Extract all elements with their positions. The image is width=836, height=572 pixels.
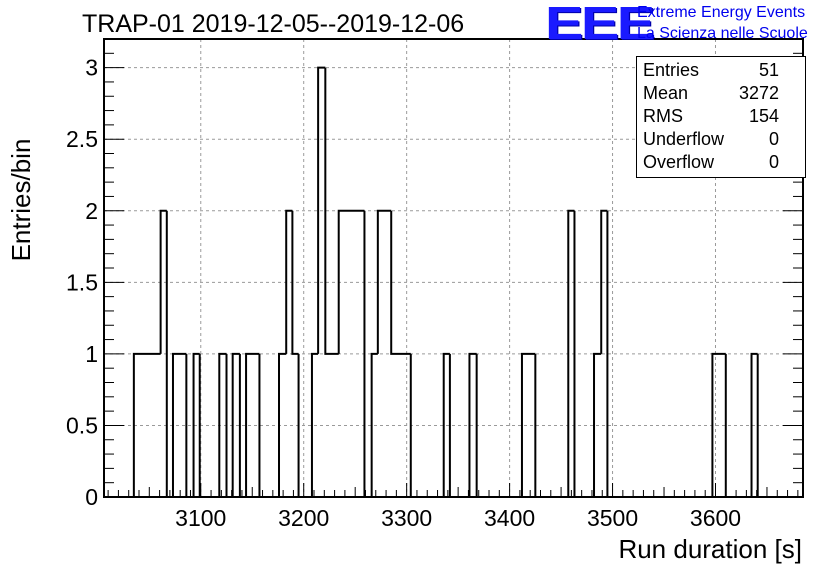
histogram-bin (468, 352, 477, 497)
histogram-bin (600, 209, 608, 354)
histogram-bin (218, 352, 227, 497)
y-axis-label: Entries/bin (6, 138, 36, 262)
y-tick-label: 0.5 (66, 412, 98, 438)
histogram-bin (337, 209, 365, 354)
stat-label: Entries (643, 60, 700, 80)
y-tick-label: 1 (85, 341, 98, 367)
histogram-bin (606, 210, 713, 498)
stat-row-underflow: Underflow 0 (643, 129, 779, 151)
histogram-bin (245, 352, 260, 497)
stat-row-rms: RMS 154 (643, 106, 779, 128)
y-tick-label: 1.5 (66, 269, 98, 295)
histogram-bin (520, 352, 536, 497)
logo-line-1: Extreme Energy Events (637, 4, 806, 21)
stat-row-overflow: Overflow 0 (643, 152, 779, 174)
histogram-bin (310, 352, 319, 497)
chart-title: TRAP-01 2019-12-05--2019-12-06 (82, 10, 465, 38)
histogram-bin (192, 352, 200, 497)
histogram-bin (317, 66, 326, 354)
stat-value: 0 (768, 152, 779, 172)
y-tick-label: 2.5 (66, 126, 98, 152)
histogram-bin (409, 353, 444, 498)
histogram-bin (231, 352, 240, 497)
eee-logo: EEE (545, 0, 655, 49)
x-tick-label: 3300 (381, 505, 432, 531)
stat-row-mean: Mean 3272 (643, 83, 779, 105)
stat-value: 154 (748, 106, 779, 126)
histogram-bin (390, 210, 411, 355)
histogram-bin (171, 352, 187, 497)
stat-row-entries: Entries 51 (643, 60, 779, 82)
x-tick-label: 3400 (484, 505, 535, 531)
histogram-bin (442, 352, 450, 497)
stat-value: 0 (768, 129, 779, 149)
stat-label: Overflow (643, 152, 715, 172)
histogram-bin (750, 352, 758, 497)
histogram-bin (278, 352, 287, 497)
histogram-bin (593, 352, 602, 497)
stat-label: Mean (643, 83, 689, 103)
x-tick-label: 3200 (278, 505, 329, 531)
y-tick-label: 2 (85, 198, 98, 224)
x-tick-label: 3600 (690, 505, 741, 531)
stat-value: 51 (758, 60, 779, 80)
histogram-bin (567, 209, 575, 497)
histogram-bin (370, 352, 378, 497)
x-tick-label: 3500 (587, 505, 638, 531)
histogram-bin (376, 209, 392, 354)
x-axis: 3100 3200 3300 3400 3500 3600 (107, 483, 799, 531)
histogram-bin (132, 352, 161, 497)
y-axis: 0 0.5 1 1.5 2 2.5 3 (66, 52, 803, 510)
histogram-bin (285, 209, 293, 354)
histogram-bin (159, 209, 167, 354)
logo-line-2: La Scienza nelle Scuole (637, 25, 808, 42)
x-axis-label: Run duration [s] (618, 534, 802, 564)
histogram-bin (534, 353, 569, 498)
stats-box: Entries 51 Mean 3272 RMS 154 Underflow 0… (636, 56, 806, 178)
y-tick-label: 3 (85, 55, 98, 81)
histogram-bin (711, 352, 726, 497)
y-tick-label: 0 (85, 484, 98, 510)
histogram-bin (324, 67, 339, 355)
histogram-bin (291, 210, 299, 355)
x-tick-label: 3100 (175, 505, 226, 531)
stat-value: 3272 (738, 83, 779, 103)
stat-label: Underflow (643, 129, 725, 149)
stat-label: RMS (643, 106, 683, 126)
